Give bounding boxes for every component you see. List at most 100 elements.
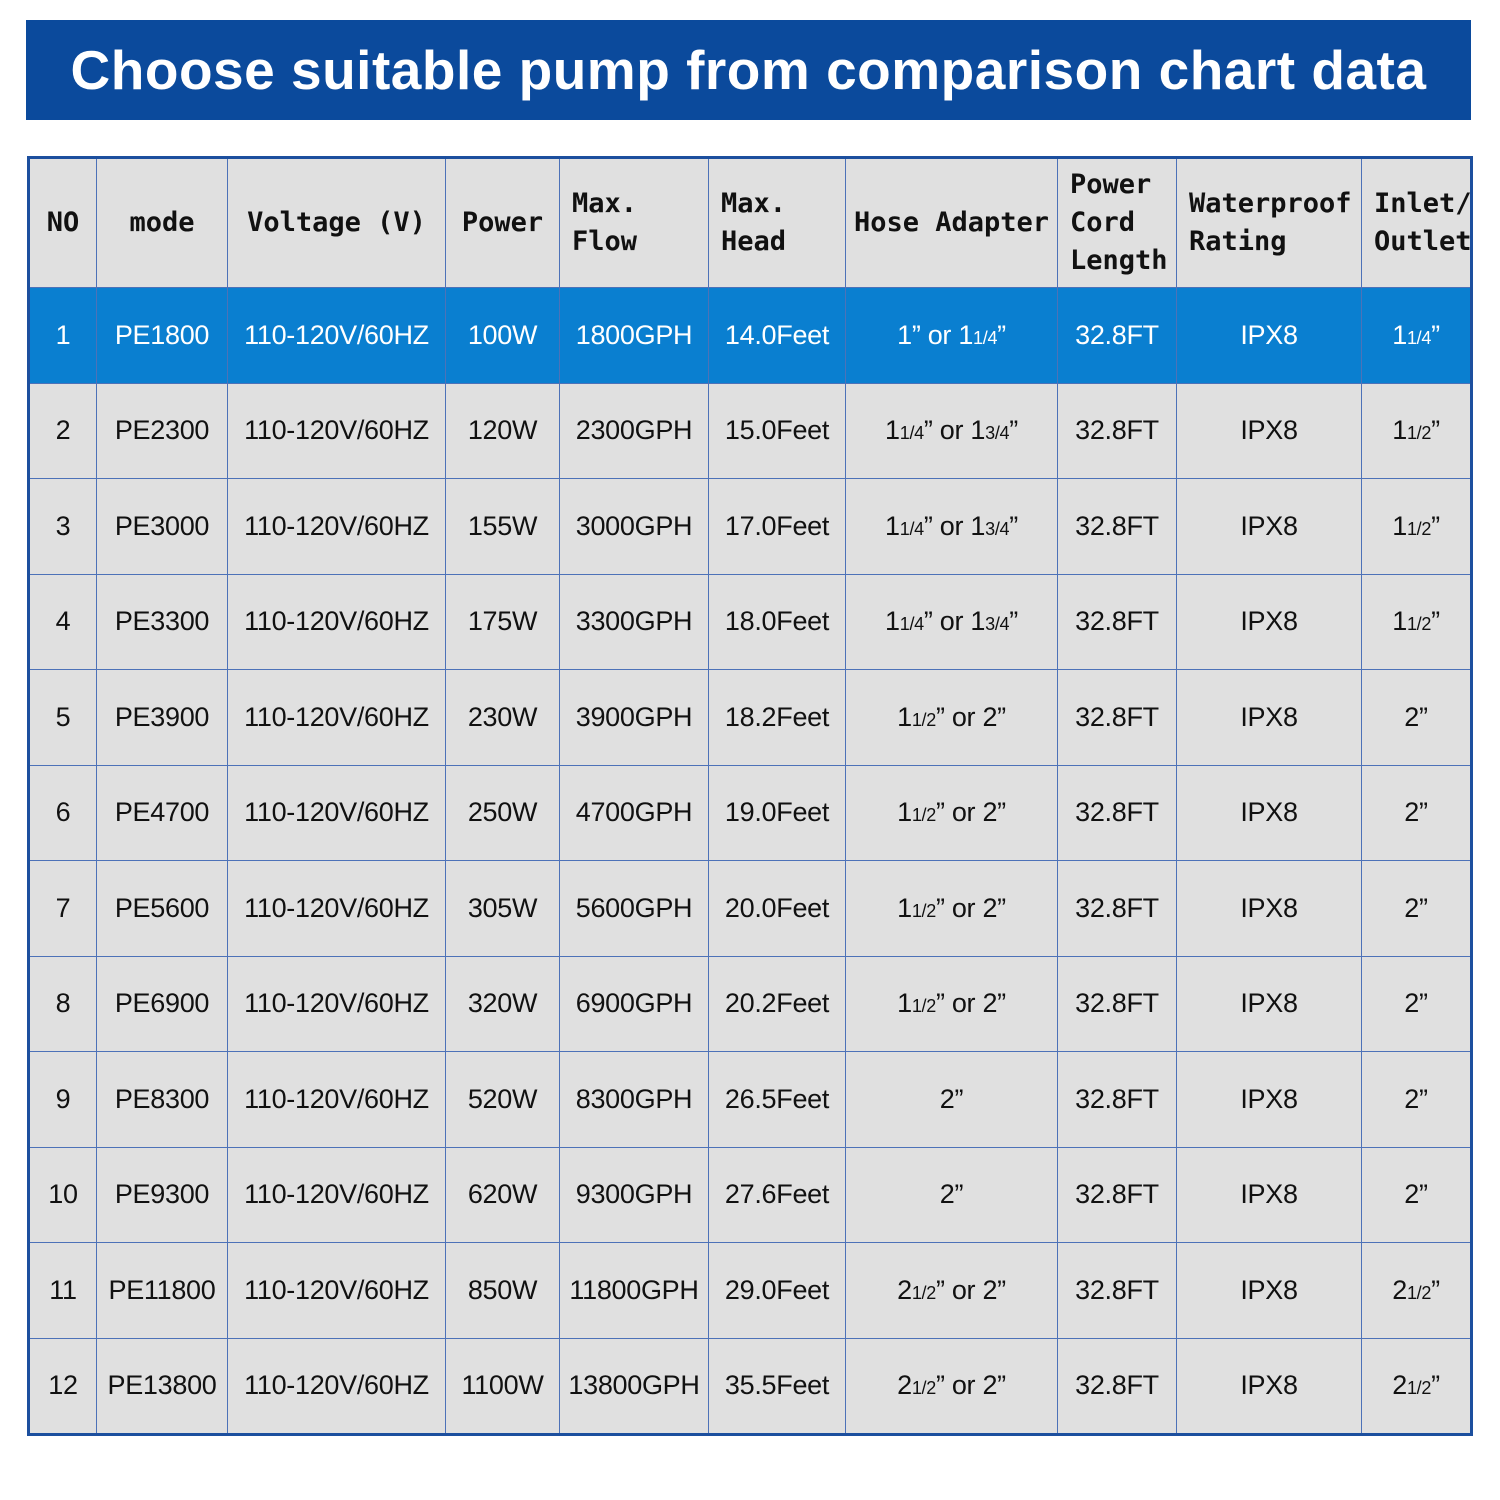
cell-max-flow: 4700GPH xyxy=(559,764,709,861)
cell-hose-adapter: 21/2” or 2” xyxy=(845,1337,1058,1435)
cell-no: 8 xyxy=(28,955,97,1052)
cell-max-flow: 11800GPH xyxy=(559,1242,709,1339)
cell-mode: PE2300 xyxy=(96,382,228,479)
cell-max-flow: 8300GPH xyxy=(559,1051,709,1148)
header-power: Power xyxy=(445,157,560,288)
cell-waterproof-rating: IPX8 xyxy=(1176,573,1362,670)
table-row-highlighted: 1 PE1800 110-120V/60HZ 100W 1800GPH 14.0Feet 1… xyxy=(28,287,1472,384)
cell-power: 620W xyxy=(445,1146,560,1243)
cell-waterproof-rating: IPX8 xyxy=(1176,1051,1362,1148)
cell-no: 3 xyxy=(28,478,97,575)
cell-inlet-outlet: 11/2” xyxy=(1361,382,1472,479)
cell-hose-adapter: 11/2” or 2” xyxy=(845,764,1058,861)
cell-max-flow: 5600GPH xyxy=(559,860,709,957)
table-row: 2 PE2300 110-120V/60HZ 120W 2300GPH 15.0Feet 1… xyxy=(28,382,1472,479)
cell-cord-length: 32.8FT xyxy=(1057,1242,1177,1339)
cell-hose-adapter: 2” xyxy=(845,1146,1058,1243)
cell-no: 1 xyxy=(28,287,97,384)
cell-waterproof-rating: IPX8 xyxy=(1176,1242,1362,1339)
header-hose-adapter: Hose Adapter xyxy=(845,157,1058,288)
cell-max-flow: 3000GPH xyxy=(559,478,709,575)
cell-power: 1100W xyxy=(445,1337,560,1435)
cell-inlet-outlet: 11/4” xyxy=(1361,287,1472,384)
cell-max-head: 14.0Feet xyxy=(708,287,846,384)
cell-max-head: 26.5Feet xyxy=(708,1051,846,1148)
title-banner: Choose suitable pump from comparison cha… xyxy=(26,20,1471,120)
cell-mode: PE3000 xyxy=(96,478,228,575)
cell-mode: PE5600 xyxy=(96,860,228,957)
cell-power: 850W xyxy=(445,1242,560,1339)
header-no: NO xyxy=(28,157,97,288)
cell-max-head: 27.6Feet xyxy=(708,1146,846,1243)
cell-mode: PE13800 xyxy=(96,1337,228,1435)
cell-max-head: 20.0Feet xyxy=(708,860,846,957)
cell-voltage: 110-120V/60HZ xyxy=(227,287,446,384)
cell-waterproof-rating: IPX8 xyxy=(1176,382,1362,479)
cell-cord-length: 32.8FT xyxy=(1057,955,1177,1052)
cell-voltage: 110-120V/60HZ xyxy=(227,1242,446,1339)
cell-inlet-outlet: 11/2” xyxy=(1361,478,1472,575)
cell-inlet-outlet: 2” xyxy=(1361,1146,1472,1243)
cell-inlet-outlet: 2” xyxy=(1361,764,1472,861)
cell-cord-length: 32.8FT xyxy=(1057,573,1177,670)
cell-waterproof-rating: IPX8 xyxy=(1176,764,1362,861)
cell-voltage: 110-120V/60HZ xyxy=(227,1146,446,1243)
cell-max-head: 20.2Feet xyxy=(708,955,846,1052)
cell-max-flow: 3300GPH xyxy=(559,573,709,670)
cell-voltage: 110-120V/60HZ xyxy=(227,955,446,1052)
cell-cord-length: 32.8FT xyxy=(1057,382,1177,479)
cell-no: 12 xyxy=(28,1337,97,1435)
cell-voltage: 110-120V/60HZ xyxy=(227,1337,446,1435)
cell-power: 155W xyxy=(445,478,560,575)
cell-no: 9 xyxy=(28,1051,97,1148)
cell-max-head: 18.2Feet xyxy=(708,669,846,766)
page-title: Choose suitable pump from comparison cha… xyxy=(70,39,1427,101)
cell-inlet-outlet: 21/2” xyxy=(1361,1337,1472,1435)
cell-power: 175W xyxy=(445,573,560,670)
cell-power: 230W xyxy=(445,669,560,766)
cell-waterproof-rating: IPX8 xyxy=(1176,860,1362,957)
cell-cord-length: 32.8FT xyxy=(1057,1146,1177,1243)
cell-max-head: 29.0Feet xyxy=(708,1242,846,1339)
cell-power: 250W xyxy=(445,764,560,861)
header-row: NO mode Voltage (V) Power Max. Flow Max.… xyxy=(28,157,1472,288)
cell-mode: PE6900 xyxy=(96,955,228,1052)
cell-voltage: 110-120V/60HZ xyxy=(227,860,446,957)
table-body: 1 PE1800 110-120V/60HZ 100W 1800GPH 14.0Feet 1… xyxy=(28,287,1472,1435)
header-max-flow: Max. Flow xyxy=(559,157,709,288)
cell-waterproof-rating: IPX8 xyxy=(1176,669,1362,766)
cell-waterproof-rating: IPX8 xyxy=(1176,1146,1362,1243)
header-mode: mode xyxy=(96,157,228,288)
cell-max-head: 15.0Feet xyxy=(708,382,846,479)
cell-no: 7 xyxy=(28,860,97,957)
cell-max-flow: 9300GPH xyxy=(559,1146,709,1243)
cell-voltage: 110-120V/60HZ xyxy=(227,669,446,766)
cell-voltage: 110-120V/60HZ xyxy=(227,382,446,479)
cell-max-flow: 3900GPH xyxy=(559,669,709,766)
table-row: 5 PE3900 110-120V/60HZ 230W 3900GPH 18.2Feet 1… xyxy=(28,669,1472,766)
cell-max-flow: 6900GPH xyxy=(559,955,709,1052)
cell-waterproof-rating: IPX8 xyxy=(1176,478,1362,575)
cell-cord-length: 32.8FT xyxy=(1057,1051,1177,1148)
cell-power: 100W xyxy=(445,287,560,384)
header-inlet-outlet: Inlet/ Outlet xyxy=(1361,157,1472,288)
cell-mode: PE1800 xyxy=(96,287,228,384)
cell-cord-length: 32.8FT xyxy=(1057,669,1177,766)
cell-no: 10 xyxy=(28,1146,97,1243)
cell-voltage: 110-120V/60HZ xyxy=(227,1051,446,1148)
cell-hose-adapter: 11/2” or 2” xyxy=(845,860,1058,957)
cell-max-head: 19.0Feet xyxy=(708,764,846,861)
table-row: 4 PE3300 110-120V/60HZ 175W 3300GPH 18.0Feet 1… xyxy=(28,573,1472,670)
cell-voltage: 110-120V/60HZ xyxy=(227,478,446,575)
table-row: 12 PE13800 110-120V/60HZ 1100W 13800GPH 35.5F… xyxy=(28,1337,1472,1435)
cell-max-flow: 1800GPH xyxy=(559,287,709,384)
cell-mode: PE4700 xyxy=(96,764,228,861)
cell-power: 320W xyxy=(445,955,560,1052)
cell-inlet-outlet: 2” xyxy=(1361,955,1472,1052)
cell-power: 120W xyxy=(445,382,560,479)
table-row: 11 PE11800 110-120V/60HZ 850W 11800GPH 29.0Fe… xyxy=(28,1242,1472,1339)
cell-max-flow: 13800GPH xyxy=(559,1337,709,1435)
cell-hose-adapter: 11/2” or 2” xyxy=(845,955,1058,1052)
cell-power: 305W xyxy=(445,860,560,957)
cell-hose-adapter: 11/4” or 13/4” xyxy=(845,382,1058,479)
